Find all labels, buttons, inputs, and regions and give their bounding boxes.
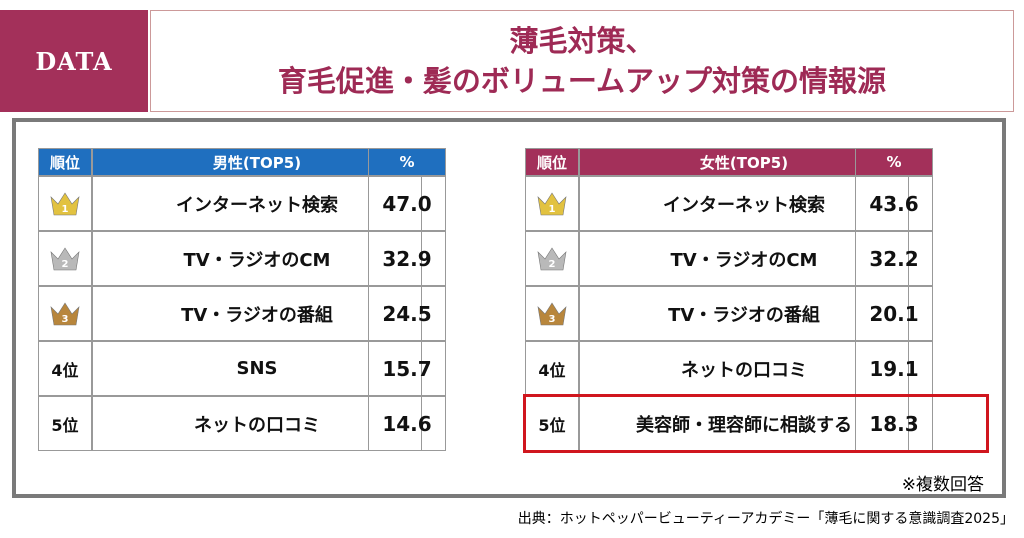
frame xyxy=(12,118,1006,498)
rank-cell: 4位 xyxy=(38,341,92,396)
header-cell: 順位 xyxy=(38,148,92,176)
value-cell: 32.9 xyxy=(368,231,446,286)
crown-icon: 1 xyxy=(537,191,567,215)
crown-icon: 2 xyxy=(537,246,567,270)
value-cell: 43.6 xyxy=(855,176,933,231)
title-line: 育毛促進・髪のボリュームアップ対策の情報源 xyxy=(277,64,887,98)
crown-rank: 1 xyxy=(62,204,69,215)
crown-rank: 3 xyxy=(549,314,556,325)
crown-icon: 1 xyxy=(50,191,80,215)
item-cell: インターネット検索 xyxy=(92,176,422,231)
title: 薄毛対策、 育毛促進・髪のボリュームアップ対策の情報源 xyxy=(150,10,1014,112)
header-cell: 順位 xyxy=(525,148,579,176)
badge: DATA xyxy=(0,10,148,112)
rank-cell: 3 xyxy=(525,286,579,341)
header-cell: % xyxy=(368,148,446,176)
value-cell: 32.2 xyxy=(855,231,933,286)
header-cell: 女性(TOP5) xyxy=(579,148,909,176)
item-cell: TV・ラジオの番組 xyxy=(92,286,422,341)
rank-cell: 4位 xyxy=(525,341,579,396)
footnote: ※複数回答 xyxy=(901,475,984,495)
crown-rank: 2 xyxy=(549,259,556,270)
value-cell: 47.0 xyxy=(368,176,446,231)
item-cell: SNS xyxy=(92,341,422,396)
crown-rank: 3 xyxy=(62,314,69,325)
rank-cell: 3 xyxy=(38,286,92,341)
header-cell: 男性(TOP5) xyxy=(92,148,422,176)
rank-cell: 1 xyxy=(38,176,92,231)
crown-icon: 3 xyxy=(50,301,80,325)
rank-cell: 5位 xyxy=(38,396,92,451)
rank-cell: 2 xyxy=(525,231,579,286)
item-cell: TV・ラジオの番組 xyxy=(579,286,909,341)
rank-cell: 2 xyxy=(38,231,92,286)
value-cell: 24.5 xyxy=(368,286,446,341)
item-cell: TV・ラジオのCM xyxy=(92,231,422,286)
crown-rank: 2 xyxy=(62,259,69,270)
rank-cell: 1 xyxy=(525,176,579,231)
value-cell: 20.1 xyxy=(855,286,933,341)
highlight-box xyxy=(523,394,989,453)
value-cell: 14.6 xyxy=(368,396,446,451)
value-cell: 15.7 xyxy=(368,341,446,396)
source: 出典：ホットペッパービューティーアカデミー「薄毛に関する意識調査2025」 xyxy=(517,511,1014,527)
item-cell: ネットの口コミ xyxy=(92,396,422,451)
crown-icon: 3 xyxy=(537,301,567,325)
value-cell: 19.1 xyxy=(855,341,933,396)
item-cell: TV・ラジオのCM xyxy=(579,231,909,286)
crown-icon: 2 xyxy=(50,246,80,270)
item-cell: インターネット検索 xyxy=(579,176,909,231)
crown-rank: 1 xyxy=(549,204,556,215)
header-cell: % xyxy=(855,148,933,176)
title-line: 薄毛対策、 xyxy=(509,24,655,58)
